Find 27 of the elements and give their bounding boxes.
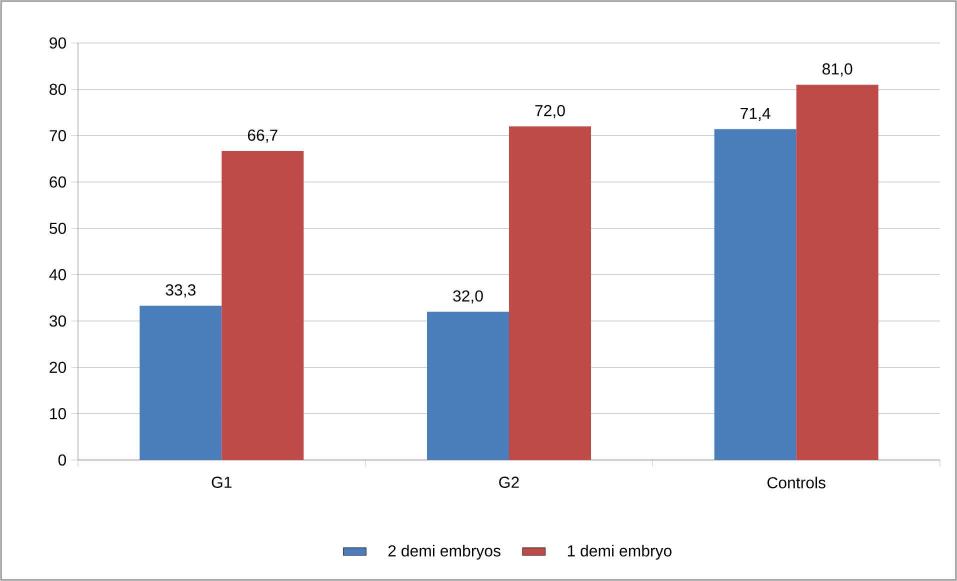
x-tick-label: Controls [767,476,826,488]
bar [509,126,592,460]
y-tick-label: 30 [50,315,66,327]
y-tick-label: 90 [50,37,66,49]
x-tick-label: G1 [212,476,232,488]
y-tick-label: 70 [50,130,66,142]
data-label: 33,3 [166,284,196,298]
y-tick-label: 10 [50,408,66,420]
data-label: 32,0 [453,290,483,304]
data-label: 71,4 [740,108,770,121]
legend-label: 2 demi embryos [388,544,500,560]
y-tick-label: 60 [50,176,66,188]
y-tick-label: 40 [49,269,66,280]
data-label: 81,0 [822,63,852,76]
bar [714,129,796,460]
y-tick-label: 50 [50,222,66,234]
bar [796,84,878,460]
data-label: 72,0 [535,105,565,118]
y-tick-label: 80 [50,84,66,95]
y-tick-label: 20 [50,362,66,373]
bar [427,312,510,460]
y-tick-label: 0 [58,454,66,466]
bar [222,150,304,460]
x-tick-label: G2 [499,476,519,488]
data-label: 66,7 [248,130,278,143]
legend-label: 1 demi embryo [568,544,672,560]
bar [140,306,222,460]
